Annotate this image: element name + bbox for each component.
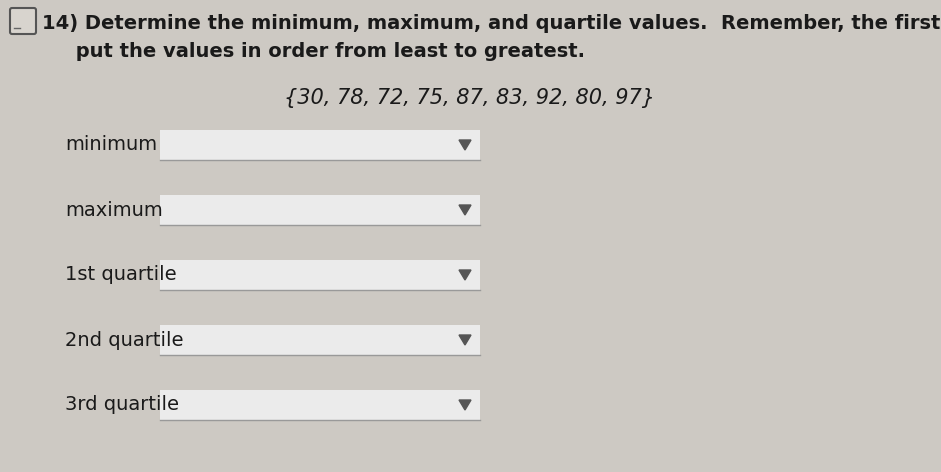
FancyBboxPatch shape (160, 195, 480, 225)
Polygon shape (459, 140, 471, 150)
Text: maximum: maximum (65, 201, 163, 219)
Text: put the values in order from least to greatest.: put the values in order from least to gr… (42, 42, 585, 61)
Text: 2nd quartile: 2nd quartile (65, 330, 183, 349)
FancyBboxPatch shape (160, 260, 480, 290)
FancyBboxPatch shape (10, 8, 36, 34)
Polygon shape (459, 270, 471, 280)
Polygon shape (459, 205, 471, 215)
FancyBboxPatch shape (160, 130, 480, 160)
FancyBboxPatch shape (160, 325, 480, 355)
Text: 1st quartile: 1st quartile (65, 265, 177, 285)
Text: minimum: minimum (65, 135, 157, 154)
Text: {30, 78, 72, 75, 87, 83, 92, 80, 97}: {30, 78, 72, 75, 87, 83, 92, 80, 97} (284, 88, 656, 108)
Polygon shape (459, 335, 471, 345)
Text: 14) Determine the minimum, maximum, and quartile values.  Remember, the first st: 14) Determine the minimum, maximum, and … (42, 14, 941, 33)
Polygon shape (459, 400, 471, 410)
FancyBboxPatch shape (160, 390, 480, 420)
Text: 3rd quartile: 3rd quartile (65, 396, 179, 414)
